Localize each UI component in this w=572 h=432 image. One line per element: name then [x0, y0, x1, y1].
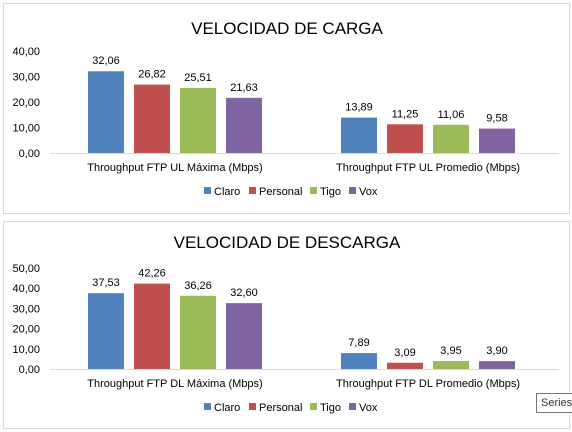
upload-speed-chart[interactable]: VELOCIDAD DE CARGA 0,00 10,00 20,00 30,00 40,…: [3, 3, 570, 214]
bar-tigo-2: [433, 361, 469, 369]
bar-claro-1: [88, 293, 124, 369]
legend-label-vox: Vox: [359, 402, 378, 414]
bar-tigo-2: [433, 124, 469, 153]
legend-label-claro: Claro: [214, 402, 240, 414]
legend-swatch-tigo: [310, 403, 317, 410]
bar-vox-2: [479, 128, 515, 153]
bar-vox-1: [226, 97, 262, 153]
legend-swatch-claro: [204, 403, 211, 410]
category-label: Throughput FTP DL Máxima (Mbps): [87, 378, 262, 390]
legend-swatch-personal: [249, 403, 256, 410]
legend-label-personal: Personal: [259, 402, 302, 414]
upload-speed-chart-svg: VELOCIDAD DE CARGA 0,00 10,00 20,00 30,00 40,…: [12, 19, 559, 198]
data-label: 32,60: [230, 287, 258, 299]
bar-vox-2: [479, 361, 515, 369]
bar-claro-2: [341, 353, 377, 369]
data-label: 21,63: [230, 82, 258, 94]
data-label: 42,26: [138, 268, 166, 280]
bar-claro-1: [88, 71, 124, 153]
y-tick-label: 20,00: [12, 97, 40, 109]
data-label: 9,58: [486, 113, 507, 125]
data-label: 3,90: [486, 345, 507, 357]
data-label: 3,95: [440, 345, 461, 357]
category-label: Throughput FTP DL Promedio (Mbps): [336, 378, 520, 390]
bar-vox-1: [226, 303, 262, 369]
legend-label-claro: Claro: [214, 186, 240, 198]
y-tick-label: 10,00: [12, 123, 40, 135]
download-speed-chart[interactable]: VELOCIDAD DE DESCARGA 0,00 10,00 20,00 30,00…: [3, 221, 570, 429]
bar-personal-1: [134, 84, 170, 153]
category-label: Throughput FTP UL Promedio (Mbps): [336, 162, 520, 174]
download-speed-chart-svg: VELOCIDAD DE DESCARGA 0,00 10,00 20,00 30,00…: [12, 233, 559, 414]
data-label: 7,89: [348, 337, 369, 349]
bar-tigo-1: [180, 295, 216, 369]
data-label: 26,82: [138, 69, 166, 81]
data-label: 25,51: [184, 72, 212, 84]
legend-label-tigo: Tigo: [320, 402, 341, 414]
data-label: 37,53: [92, 277, 120, 289]
y-tick-label: 20,00: [12, 324, 40, 336]
y-tick-label: 0,00: [19, 364, 40, 376]
data-label: 13,89: [345, 102, 373, 114]
y-tick-label: 40,00: [12, 283, 40, 295]
legend-swatch-claro: [204, 187, 211, 194]
y-tick-label: 50,00: [12, 263, 40, 275]
bar-personal-1: [134, 283, 170, 369]
bar-personal-2: [387, 362, 423, 369]
legend-swatch-vox: [349, 403, 356, 410]
y-tick-label: 10,00: [12, 344, 40, 356]
legend-swatch-vox: [349, 187, 356, 194]
series-tooltip: Series: [536, 393, 572, 413]
chart-title: VELOCIDAD DE DESCARGA: [174, 233, 401, 252]
y-tick-label: 0,00: [19, 148, 40, 160]
bar-claro-2: [341, 117, 377, 153]
chart-title: VELOCIDAD DE CARGA: [191, 19, 383, 38]
legend-label-vox: Vox: [359, 186, 378, 198]
data-label: 11,25: [392, 108, 419, 120]
data-label: 11,06: [438, 109, 465, 121]
y-tick-label: 30,00: [12, 303, 40, 315]
legend-label-personal: Personal: [259, 186, 302, 198]
bar-tigo-1: [180, 87, 216, 153]
category-label: Throughput FTP UL Máxima (Mbps): [87, 162, 262, 174]
data-label: 32,06: [92, 55, 120, 67]
y-tick-label: 40,00: [12, 46, 40, 58]
data-label: 36,26: [184, 280, 212, 292]
y-tick-label: 30,00: [12, 72, 40, 84]
data-label: 3,09: [394, 347, 415, 359]
legend-label-tigo: Tigo: [320, 186, 341, 198]
bar-personal-2: [387, 124, 423, 153]
legend-swatch-personal: [249, 187, 256, 194]
legend-swatch-tigo: [310, 187, 317, 194]
